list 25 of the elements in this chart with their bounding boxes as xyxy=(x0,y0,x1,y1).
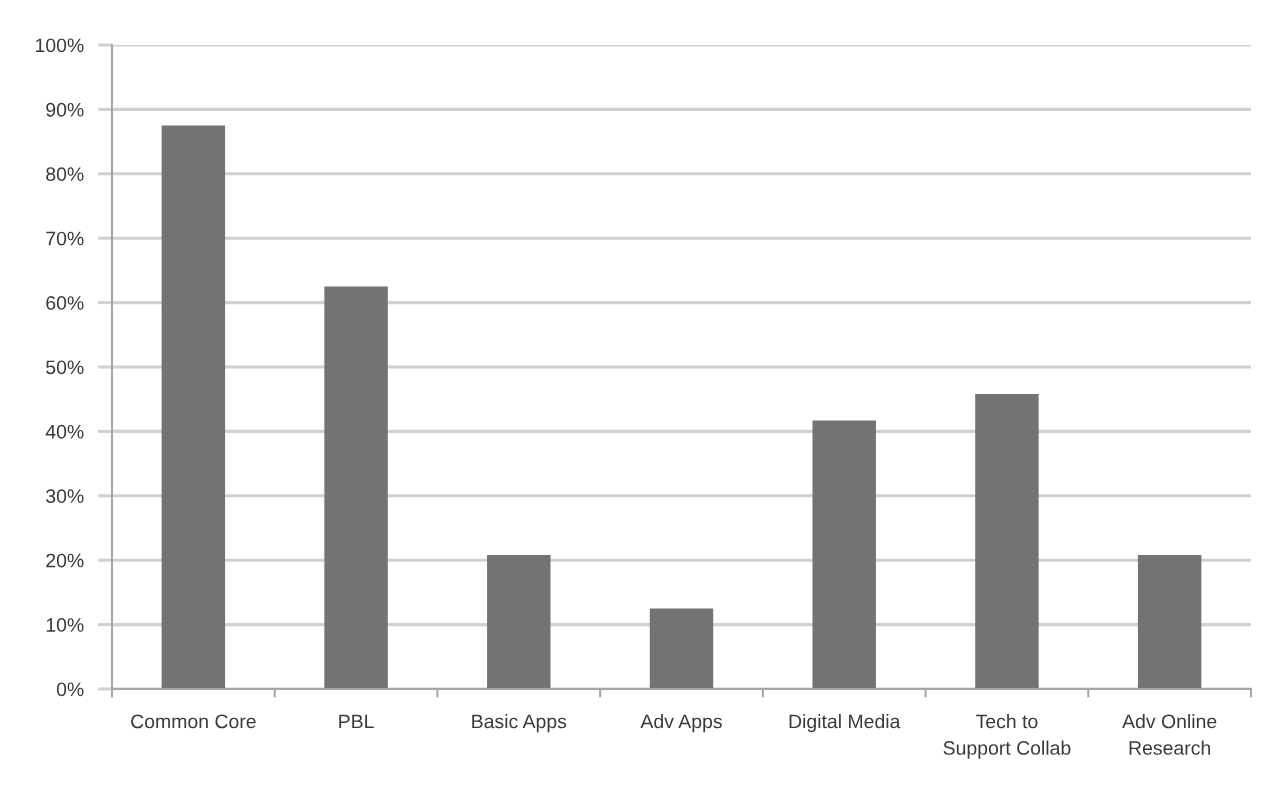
bar xyxy=(649,608,714,689)
bar xyxy=(161,125,226,689)
bar xyxy=(487,555,551,689)
x-tick-label: Basic Apps xyxy=(472,714,567,733)
y-tick-label: 50% xyxy=(46,360,84,375)
x-tick-label: Adv Online Research xyxy=(1122,714,1217,755)
y-tick-label: 40% xyxy=(45,424,84,439)
y-tick-label: 70% xyxy=(46,231,84,246)
y-tick-label: 60% xyxy=(46,296,84,310)
y-tick-label: 20% xyxy=(46,553,84,568)
y-tick-label: 30% xyxy=(46,489,84,504)
y-tick-label: 80% xyxy=(46,167,84,182)
bar xyxy=(975,394,1039,689)
bar xyxy=(324,286,388,689)
y-tick-label: 100% xyxy=(35,38,84,53)
x-tick-label: Tech to Support Collab xyxy=(943,714,1071,759)
bar xyxy=(1137,555,1202,689)
x-tick-label: Common Core xyxy=(131,714,256,729)
y-tick-label: 90% xyxy=(46,102,84,117)
y-tick-label: 0% xyxy=(56,682,84,697)
x-tick-label: Digital Media xyxy=(789,714,901,733)
x-tick-label: Adv Apps xyxy=(640,714,722,733)
y-tick-label: 10% xyxy=(46,618,84,632)
x-tick-label: PBL xyxy=(339,714,374,729)
bar xyxy=(812,420,876,689)
